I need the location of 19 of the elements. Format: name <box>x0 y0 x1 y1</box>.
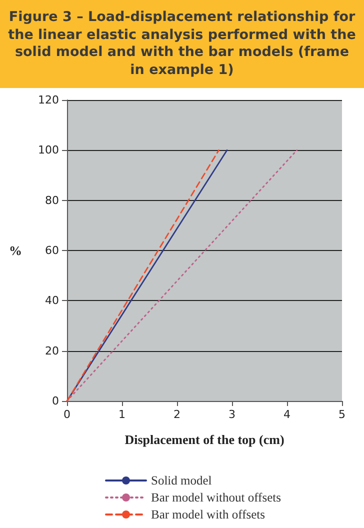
y-tick-label: 100 <box>38 144 59 157</box>
legend-label: Bar model with offsets <box>151 508 266 522</box>
legend-label: Solid model <box>151 474 212 488</box>
x-tick-label: 5 <box>338 408 346 421</box>
x-tick-label: 1 <box>118 408 126 421</box>
y-tick-label: 20 <box>45 344 59 358</box>
y-tick-label: 0 <box>52 394 59 408</box>
legend-label: Bar model without offsets <box>151 490 282 504</box>
x-tick-label: 0 <box>64 408 70 421</box>
x-tick-label: 4 <box>284 408 290 421</box>
y-tick-label: 40 <box>45 294 59 308</box>
y-tick-label: 120 <box>38 94 59 106</box>
x-axis-title: Displacement of the top (cm) <box>124 432 284 447</box>
x-tick-label: 2 <box>174 408 180 421</box>
y-tick-label: 80 <box>45 194 59 207</box>
y-axis-title: % <box>9 243 22 258</box>
x-tick-label: 3 <box>228 408 236 421</box>
chart-title: Figure 3 – Load-displacement relationship for the linear elastic analysis performed with the solid model and with the bar models (frame in example 1) <box>0 0 364 88</box>
y-tick-label: 60 <box>45 244 59 257</box>
